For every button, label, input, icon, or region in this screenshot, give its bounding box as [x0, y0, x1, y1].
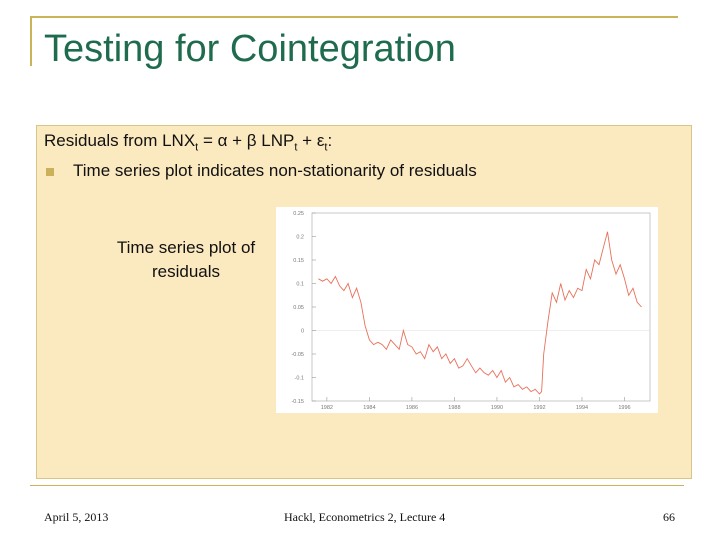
footer-page-number: 66 — [663, 510, 675, 524]
equation-part-3: + ε — [297, 131, 325, 150]
footer-course: Hackl, Econometrics 2, Lecture 4 — [284, 510, 446, 524]
y-tick-label: 0.2 — [296, 235, 304, 241]
x-tick-label: 1988 — [448, 405, 460, 411]
equation-sub-1: t — [195, 141, 199, 154]
y-tick-label: 0.25 — [293, 211, 304, 217]
y-tick-label: 0 — [301, 329, 304, 335]
title-frame-top — [30, 16, 678, 18]
residuals-equation: Residuals from LNXt = α + β LNPt + εt: — [44, 131, 332, 153]
equation-part-2: = α + β LNP — [198, 131, 295, 150]
residuals-line-chart: 0.25 0.2 0.15 0.1 0.05 0 -0.05 -0.1 -0.15 1982 198… — [276, 207, 658, 413]
x-tick-label: 1984 — [363, 405, 375, 411]
y-tick-label: 0.05 — [293, 305, 304, 311]
residuals-series-line — [318, 231, 642, 395]
bullet-square-icon — [46, 168, 54, 176]
equation-part-1: Residuals from LNX — [44, 131, 196, 150]
chart-caption: Time series plot of residuals — [116, 238, 256, 281]
y-tick-label: 0.1 — [296, 282, 304, 288]
title-frame-left — [30, 16, 32, 66]
footer-rule — [30, 485, 684, 486]
x-tick-label: 1996 — [618, 405, 630, 411]
equation-sub-2: t — [294, 141, 298, 154]
y-tick-label: -0.1 — [295, 376, 304, 382]
x-tick-label: 1994 — [576, 405, 588, 411]
slide-title: Testing for Cointegration — [44, 28, 456, 70]
equation-part-4: : — [327, 131, 333, 150]
footer-date: April 5, 2013 — [44, 510, 109, 524]
y-tick-label: -0.15 — [291, 399, 304, 405]
x-tick-label: 1990 — [491, 405, 503, 411]
y-tick-label: -0.05 — [291, 352, 304, 358]
y-tick-label: 0.15 — [293, 258, 304, 264]
equation-sub-3: t — [324, 141, 328, 154]
bullet-text: Time series plot indicates non-stationar… — [73, 161, 477, 180]
chart-background — [276, 207, 658, 413]
x-tick-label: 1992 — [533, 405, 545, 411]
x-tick-label: 1986 — [406, 405, 418, 411]
x-tick-label: 1982 — [321, 405, 333, 411]
